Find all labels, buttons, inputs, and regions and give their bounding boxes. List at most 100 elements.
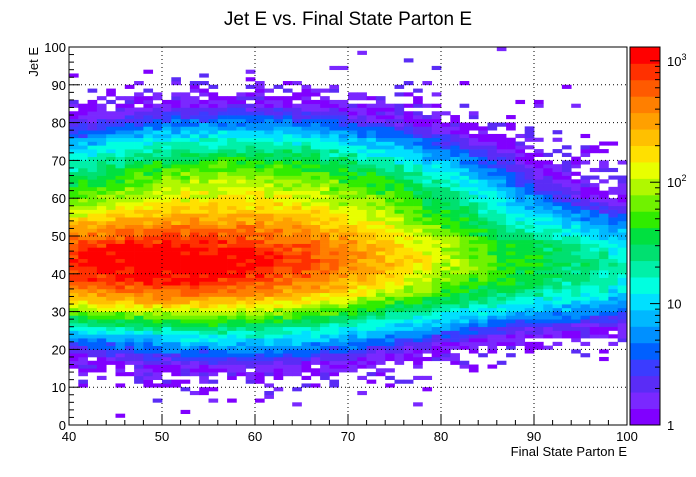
heatmap-cell	[245, 326, 256, 331]
heatmap-cell	[385, 304, 395, 309]
heatmap-cell	[292, 270, 302, 275]
heatmap-cell	[69, 141, 79, 146]
heatmap-cell	[608, 300, 619, 305]
heatmap-cell	[348, 296, 358, 301]
heatmap-cell	[96, 126, 107, 131]
heatmap-cell	[366, 228, 377, 233]
heatmap-cell	[524, 145, 535, 150]
heatmap-cell	[534, 137, 544, 142]
heatmap-cell	[143, 149, 154, 154]
heatmap-cell	[255, 224, 265, 229]
heatmap-cell	[366, 186, 377, 191]
heatmap-cell	[255, 198, 265, 203]
heatmap-cell	[589, 326, 600, 331]
heatmap-cell	[422, 145, 433, 150]
heatmap-cell	[245, 69, 256, 74]
heatmap-cell	[134, 232, 144, 237]
heatmap-cell	[357, 111, 367, 116]
heatmap-cell	[571, 247, 581, 252]
heatmap-cell	[552, 304, 563, 309]
heatmap-cell	[320, 213, 330, 218]
heatmap-cell	[329, 186, 340, 191]
heatmap-cell	[320, 307, 330, 312]
heatmap-cell	[273, 285, 284, 290]
heatmap-cell	[78, 334, 88, 339]
heatmap-cell	[180, 152, 191, 157]
heatmap-cell	[543, 285, 553, 290]
heatmap-cell	[208, 288, 219, 294]
heatmap-cell	[561, 285, 572, 290]
heatmap-cell	[227, 251, 237, 256]
heatmap-cell	[152, 356, 163, 362]
heatmap-cell	[227, 319, 237, 324]
heatmap-cell	[255, 270, 265, 275]
heatmap-cell	[282, 149, 293, 154]
heatmap-cell	[152, 107, 163, 112]
heatmap-cell	[394, 266, 405, 271]
heatmap-cell	[273, 99, 284, 105]
heatmap-cell	[310, 330, 321, 335]
heatmap-cell	[134, 81, 144, 86]
heatmap-cell	[217, 304, 228, 309]
heatmap-cell	[534, 307, 544, 312]
heatmap-cell	[189, 262, 200, 267]
heatmap-cell	[320, 304, 330, 309]
heatmap-cell	[227, 152, 237, 157]
heatmap-cell	[106, 288, 116, 294]
heatmap-cell	[385, 356, 395, 362]
heatmap-cell	[348, 236, 358, 241]
heatmap-cell	[515, 183, 526, 188]
heatmap-cell	[106, 315, 116, 320]
heatmap-cell	[506, 152, 516, 157]
heatmap-cell	[599, 239, 609, 244]
heatmap-cell	[413, 126, 423, 131]
heatmap-cell	[608, 243, 619, 248]
heatmap-cell	[422, 152, 433, 157]
heatmap-cell	[282, 266, 293, 271]
heatmap-cell	[208, 266, 219, 271]
heatmap-cell	[106, 92, 116, 97]
heatmap-cell	[115, 285, 126, 290]
heatmap-cell	[152, 224, 163, 229]
heatmap-cell	[413, 190, 423, 195]
heatmap-cell	[385, 220, 395, 226]
heatmap-cell	[78, 345, 88, 350]
heatmap-cell	[245, 126, 256, 131]
heatmap-cell	[124, 296, 135, 301]
heatmap-cell	[106, 326, 116, 331]
heatmap-cell	[69, 270, 79, 275]
heatmap-cell	[171, 118, 181, 123]
heatmap-cell	[348, 315, 358, 320]
heatmap-cell	[217, 281, 228, 286]
heatmap-cell	[478, 262, 488, 267]
heatmap-cell	[496, 322, 507, 328]
heatmap-cell	[366, 167, 377, 173]
heatmap-cell	[403, 122, 414, 127]
heatmap-cell	[217, 205, 228, 210]
heatmap-cell	[441, 243, 451, 248]
heatmap-cell	[115, 247, 126, 252]
heatmap-cell	[227, 307, 237, 312]
heatmap-cell	[543, 266, 553, 271]
heatmap-cell	[552, 322, 563, 328]
heatmap-cell	[152, 315, 163, 320]
heatmap-cell	[422, 311, 433, 316]
heatmap-cell	[515, 198, 526, 203]
heatmap-cell	[217, 311, 228, 316]
heatmap-cell	[571, 156, 581, 161]
heatmap-cell	[96, 156, 107, 161]
heatmap-cell	[441, 251, 451, 256]
heatmap-cell	[441, 266, 451, 271]
heatmap-cell	[385, 338, 395, 343]
heatmap-cell	[599, 217, 609, 222]
heatmap-cell	[282, 190, 293, 195]
heatmap-cell	[552, 179, 563, 184]
heatmap-cell	[227, 232, 237, 237]
heatmap-cell	[422, 258, 433, 263]
heatmap-cell	[208, 217, 219, 222]
heatmap-cell	[189, 99, 200, 105]
heatmap-cell	[385, 330, 395, 335]
heatmap-cell	[273, 115, 284, 120]
heatmap-cell	[515, 133, 526, 139]
